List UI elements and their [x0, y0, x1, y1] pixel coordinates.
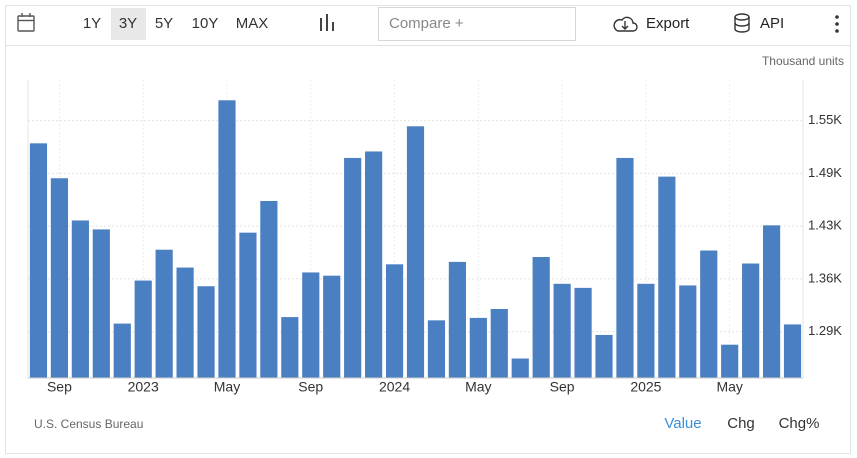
- bar: [762, 225, 781, 378]
- compare-input[interactable]: Compare +: [389, 15, 464, 32]
- export-button[interactable]: Export: [646, 15, 690, 32]
- view-tab[interactable]: Value: [664, 415, 701, 432]
- bar: [553, 283, 571, 378]
- compare-box[interactable]: [378, 7, 576, 41]
- bar: [323, 275, 341, 378]
- api-icon[interactable]: [734, 13, 750, 33]
- range-button[interactable]: 1Y: [83, 15, 101, 32]
- x-tick-label: Sep: [298, 379, 323, 395]
- bar: [134, 280, 152, 378]
- bar: [365, 151, 383, 378]
- x-tick-label: 2023: [128, 379, 159, 395]
- bar: [260, 200, 278, 378]
- view-tab[interactable]: Chg: [727, 415, 755, 432]
- bar: [406, 126, 425, 378]
- x-tick-label: May: [465, 379, 491, 395]
- bar: [176, 267, 194, 378]
- range-button[interactable]: MAX: [236, 15, 269, 32]
- bar: [302, 272, 320, 378]
- range-button[interactable]: 10Y: [192, 15, 219, 32]
- y-tick-label: 1.29K: [808, 323, 842, 338]
- x-tick-label: Sep: [47, 379, 72, 395]
- bar: [29, 143, 48, 378]
- range-button[interactable]: 5Y: [155, 15, 173, 32]
- bar: [511, 358, 529, 378]
- y-tick-label: 1.43K: [808, 218, 842, 233]
- x-tick-label: 2025: [630, 379, 661, 395]
- bars-icon[interactable]: [320, 14, 334, 31]
- bar: [783, 324, 802, 378]
- y-tick-label: 1.55K: [808, 112, 842, 127]
- frame: [5, 5, 851, 454]
- bar: [637, 283, 655, 378]
- bar: [448, 261, 466, 378]
- bar: [679, 285, 697, 378]
- bar: [155, 249, 173, 378]
- bar: [113, 323, 131, 378]
- bar: [721, 344, 739, 378]
- bar: [50, 178, 69, 378]
- x-tick-label: Sep: [550, 379, 575, 395]
- bar: [700, 250, 718, 378]
- range-selected: [111, 8, 146, 40]
- bar: [595, 334, 613, 378]
- bar: [658, 176, 676, 378]
- bar: [574, 287, 592, 378]
- bar: [197, 286, 215, 378]
- bar: [281, 317, 299, 378]
- more-menu[interactable]: [835, 15, 839, 33]
- bar: [427, 320, 446, 378]
- x-tick-label: May: [716, 379, 742, 395]
- bar: [344, 157, 362, 378]
- bar: [239, 232, 257, 378]
- x-tick-label: May: [214, 379, 240, 395]
- unit-label: Thousand units: [762, 54, 844, 68]
- source: U.S. Census Bureau: [34, 417, 143, 431]
- view-tab[interactable]: Chg%: [779, 415, 820, 432]
- calendar-icon[interactable]: [17, 13, 35, 32]
- bar: [616, 157, 634, 378]
- y-tick-label: 1.49K: [808, 165, 842, 180]
- x-tick-label: 2024: [379, 379, 410, 395]
- bar: [742, 263, 760, 378]
- bar: [218, 100, 236, 378]
- bar: [92, 229, 110, 378]
- y-tick-label: 1.36K: [808, 270, 842, 285]
- api-button[interactable]: API: [760, 15, 784, 32]
- bar: [71, 220, 89, 378]
- bar: [469, 317, 487, 378]
- bar: [385, 264, 404, 378]
- range-button[interactable]: 3Y: [119, 15, 137, 32]
- bar: [490, 308, 508, 378]
- bar: [532, 257, 550, 378]
- export-icon[interactable]: [613, 16, 638, 32]
